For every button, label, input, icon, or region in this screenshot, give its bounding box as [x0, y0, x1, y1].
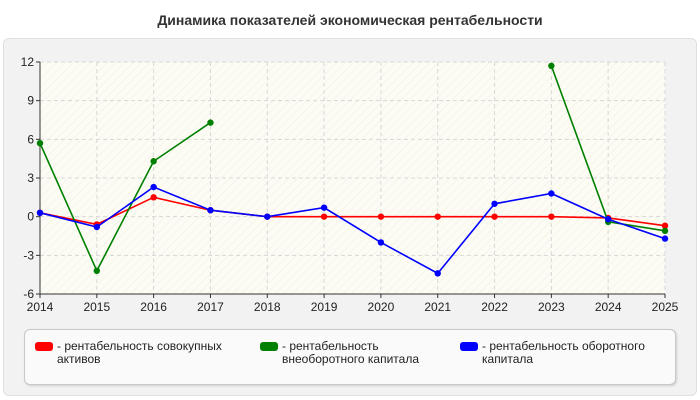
- legend: - рентабельность совокупных активов - ре…: [24, 329, 676, 385]
- x-tick-label: 2014: [27, 300, 54, 314]
- legend-item-3[interactable]: - рентабельность оборотного капитала: [460, 340, 662, 366]
- x-tick-label: 2020: [368, 300, 395, 314]
- series-2-point: [207, 119, 214, 126]
- legend-label-3: - рентабельность оборотного капитала: [482, 339, 645, 366]
- y-tick-label: 12: [21, 55, 35, 69]
- series-1-point: [320, 213, 328, 220]
- y-tick-label: 6: [27, 132, 34, 146]
- series-3-point: [661, 235, 669, 242]
- series-2-point: [548, 62, 555, 70]
- x-tick-label: 2017: [197, 300, 224, 314]
- series-3: [36, 183, 669, 277]
- x-tick-label: 2023: [538, 300, 565, 314]
- series-2-point: [150, 158, 157, 165]
- series-3-point: [207, 207, 214, 214]
- x-tick-label: 2016: [140, 300, 167, 314]
- series-1-point: [661, 222, 669, 229]
- legend-item-1[interactable]: - рентабельность совокупных активов: [35, 340, 237, 366]
- series-3-point: [434, 270, 441, 277]
- series: [36, 62, 669, 277]
- series-3-point: [377, 239, 385, 246]
- series-3-line: [39, 186, 666, 275]
- x-tick-label: 2022: [481, 300, 508, 314]
- y-tick-label: 0: [27, 210, 34, 224]
- series-1-point: [491, 213, 498, 220]
- series-2-line: [39, 121, 211, 273]
- series-2-point: [93, 267, 101, 274]
- legend-swatch-3: [460, 342, 478, 351]
- series-1-line: [39, 196, 666, 227]
- series-3-point: [36, 209, 44, 216]
- legend-label-2: - рентабельность внеоборотного капитала: [282, 339, 419, 366]
- legend-swatch-1: [35, 342, 53, 351]
- x-tick-label: 2015: [83, 300, 110, 314]
- series-2-point: [661, 227, 669, 235]
- legend-label-1: - рентабельность совокупных активов: [57, 339, 222, 366]
- series-1-point: [150, 194, 157, 201]
- series-1-point: [434, 213, 441, 220]
- series-3-point: [320, 204, 328, 211]
- x-tick-label: 2021: [424, 300, 451, 314]
- series-3-point: [150, 183, 157, 191]
- series-2-point: [36, 140, 44, 147]
- series-1-point: [377, 213, 385, 220]
- y-tick-label: -6: [23, 287, 34, 301]
- series-3-point: [604, 216, 612, 223]
- y-tick-label: 9: [27, 94, 34, 108]
- x-tick-label: 2019: [311, 300, 338, 314]
- series-3-point: [93, 223, 101, 231]
- x-tick-label: 2024: [595, 300, 622, 314]
- legend-swatch-2: [260, 342, 278, 351]
- x-tick-label: 2025: [652, 300, 679, 314]
- series-3-point: [548, 190, 555, 197]
- y-tick-label: 3: [27, 171, 34, 185]
- series-3-point: [491, 200, 498, 207]
- y-tick-label: -3: [23, 248, 34, 262]
- chart-title: Динамика показателей экономическая рента…: [157, 12, 543, 28]
- series-3-point: [264, 213, 271, 220]
- series-1-point: [548, 213, 555, 220]
- x-tick-label: 2018: [254, 300, 281, 314]
- legend-item-2[interactable]: - рентабельность внеоборотного капитала: [260, 340, 462, 366]
